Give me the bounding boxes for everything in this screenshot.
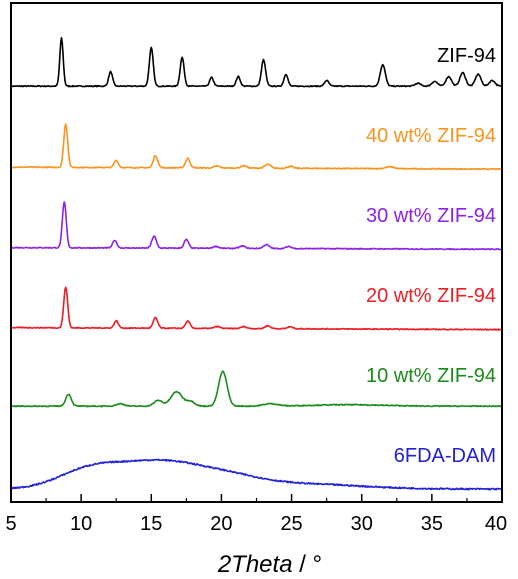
x-axis-title-main: 2Theta (217, 551, 293, 578)
x-tick-label-35: 35 (421, 513, 443, 535)
series-label-5: 6FDA-DAM (394, 445, 496, 467)
plot-frame (10, 2, 503, 503)
series-label-0: ZIF-94 (437, 45, 496, 67)
x-tick-label-10: 10 (70, 513, 92, 535)
series-label-4: 10 wt% ZIF-94 (366, 365, 496, 387)
x-tick-label-5: 5 (5, 513, 16, 535)
trace-5 (10, 458, 503, 491)
trace-2 (10, 201, 503, 251)
series-label-3: 20 wt% ZIF-94 (366, 285, 496, 307)
traces-group (10, 36, 503, 491)
trace-0 (10, 36, 503, 88)
series-label-2: 30 wt% ZIF-94 (366, 205, 496, 227)
trace-3 (10, 286, 503, 331)
series-label-1: 40 wt% ZIF-94 (366, 125, 496, 147)
x-tick-label-40: 40 (485, 513, 507, 535)
x-axis-title-unit: / ° (293, 551, 323, 578)
x-tick-label-15: 15 (140, 513, 162, 535)
trace-1 (10, 123, 503, 171)
trace-4 (10, 370, 503, 408)
x-axis-title: 2Theta / ° (217, 551, 322, 578)
x-tick-label-25: 25 (280, 513, 302, 535)
x-tick-label-20: 20 (210, 513, 232, 535)
x-tick-label-30: 30 (351, 513, 373, 535)
x-ticks-group: 5 10 15 20 25 30 35 40 (5, 494, 507, 535)
series-labels-group: ZIF-94 40 wt% ZIF-94 30 wt% ZIF-94 20 wt% Z… (366, 45, 496, 467)
